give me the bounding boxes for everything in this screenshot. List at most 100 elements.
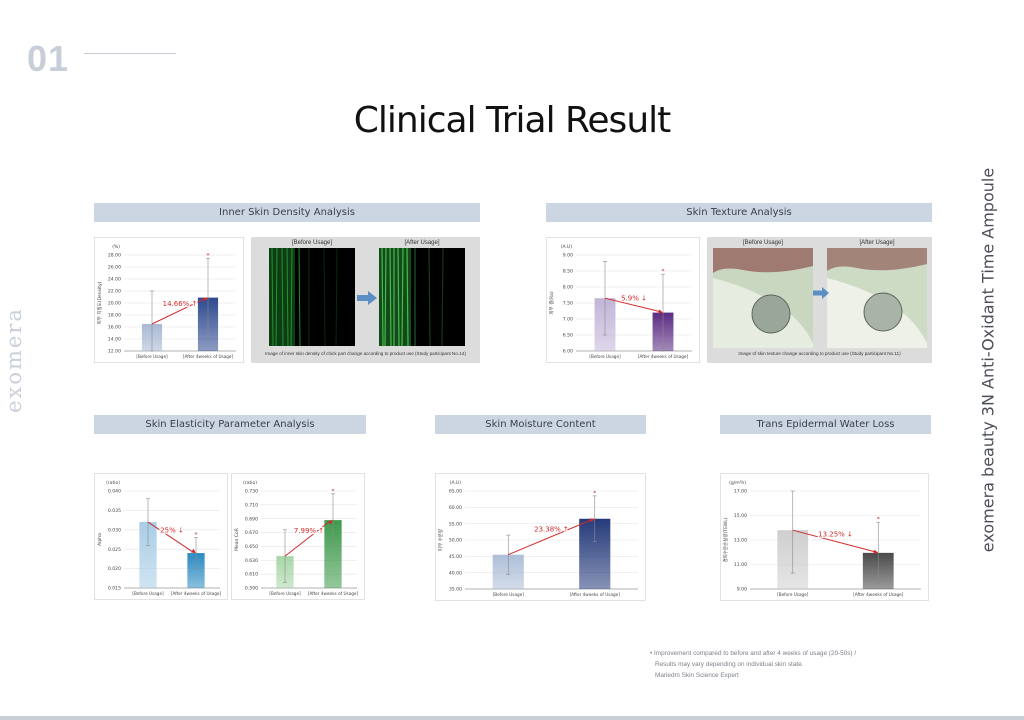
chart-change-label: 7.99% ↑ xyxy=(294,527,324,535)
bottom-rule xyxy=(0,716,1024,720)
chart-y-tick-label: 50.00 xyxy=(449,538,462,544)
chart-y-tick-label: 22.00 xyxy=(108,289,121,295)
chart-x-tick-label: [Before Usage] xyxy=(269,591,301,596)
chart-moisture: (A.U) 피부 수분량 35.00 40.00 45.00 50.00 55.00 60.0… xyxy=(435,473,646,601)
chart-change-line xyxy=(151,298,206,325)
chart-y-tick-label: 0.730 xyxy=(245,489,258,495)
footnote-line-3: Mariedm Skin Science Expert xyxy=(655,672,739,679)
chart-tewl: (g/m²h) 경피수분손실량(TEWL) 9.00 11.00 13.00 15.00 1… xyxy=(720,473,929,601)
chart-y-axis-label: 피부 결(Ra) xyxy=(548,291,555,314)
chart-y-tick-label: 0.690 xyxy=(245,516,258,522)
chart-significance-mark: * xyxy=(195,532,198,539)
chart-y-tick-label: 9.00 xyxy=(563,253,573,259)
chart-significance-mark: * xyxy=(877,516,880,523)
chart-x-tick-label: [After 4weeks of Usage] xyxy=(171,591,222,596)
chart-change-arrowhead xyxy=(328,520,333,525)
chart-change-arrowhead xyxy=(203,297,208,302)
chart-change-label: 25% ↓ xyxy=(160,527,184,535)
chart-y-tick-label: 8.50 xyxy=(563,269,573,275)
chart-x-tick-label: [After 4weeks of Usage] xyxy=(853,592,904,597)
chart-y-axis-label: Mean CoR xyxy=(234,528,240,551)
chart-y-tick-label: 0.670 xyxy=(245,530,258,536)
density-after-label: [After Usage] xyxy=(404,240,440,246)
chart-y-tick-label: 18.00 xyxy=(108,313,121,319)
chart-y-axis-label: Alpha xyxy=(97,533,103,546)
chart-y-tick-label: 0.610 xyxy=(245,572,258,578)
chart-y-tick-label: 65.00 xyxy=(449,489,462,495)
density-before-label: [Before Usage] xyxy=(291,240,333,246)
texture-before-label: [Before Usage] xyxy=(742,240,784,246)
chart-change-arrowhead xyxy=(589,518,595,523)
chart-unit-label: (ratio) xyxy=(243,480,257,486)
chart-significance-mark: * xyxy=(662,268,665,275)
density-after-texture xyxy=(379,248,444,346)
chart-unit-label: (ratio) xyxy=(106,480,120,486)
density-image-panel: [Before Usage] [After Usage] Image of i xyxy=(251,237,480,363)
chart-y-tick-label: 28.00 xyxy=(108,253,121,259)
chart-frame xyxy=(94,237,244,363)
chart-significance-mark: * xyxy=(207,253,210,260)
chart-unit-label: (A.U) xyxy=(561,244,572,250)
chart-y-tick-label: 0.035 xyxy=(108,508,121,514)
chart-y-tick-label: 0.630 xyxy=(245,558,258,564)
page-number-rule xyxy=(84,53,176,54)
chart-frame xyxy=(231,473,365,600)
chart-y-tick-label: 0.030 xyxy=(108,527,121,533)
chart-change-line xyxy=(284,520,331,557)
chart-significance-mark: * xyxy=(332,488,335,495)
section-header-moisture: Skin Moisture Content xyxy=(435,415,646,434)
chart-x-tick-label: [Before Usage] xyxy=(493,592,525,597)
density-before-texture xyxy=(269,248,338,346)
chart-change-line xyxy=(792,529,876,553)
footnote: • Improvement compared to before and aft… xyxy=(650,648,856,681)
chart-y-axis-label: 경피수분손실량(TEWL) xyxy=(722,517,729,562)
chart-unit-label: (%) xyxy=(112,244,120,250)
chart-x-tick-label: [Before Usage] xyxy=(136,354,168,359)
section-header-elasticity: Skin Elasticity Parameter Analysis xyxy=(94,415,366,434)
chart-unit-label: (g/m²h) xyxy=(729,480,746,486)
chart-bar xyxy=(187,553,205,588)
chart-change-label: 13.25% ↓ xyxy=(818,531,853,539)
chart-significance-mark: * xyxy=(593,490,596,497)
chart-y-tick-label: 20.00 xyxy=(108,301,121,307)
section-header-tewl: Trans Epidermal Water Loss xyxy=(720,415,931,434)
chart-y-tick-label: 8.00 xyxy=(563,285,573,291)
chart-y-tick-label: 35.00 xyxy=(449,587,462,593)
chart-y-axis-label: 피부 치밀도(Density) xyxy=(96,281,103,324)
product-name-vertical: exomera beauty 3N Anti-Oxidant Time Ampo… xyxy=(978,167,998,553)
chart-change-line xyxy=(147,521,194,553)
chart-change-line xyxy=(508,519,592,556)
chart-y-tick-label: 0.710 xyxy=(245,502,258,508)
density-image-caption: Image of inner skin density of chick par… xyxy=(265,351,466,356)
chart-x-tick-label: [After 4weeks of Usage] xyxy=(638,354,689,359)
chart-x-tick-label: [After 4weeks of Usage] xyxy=(570,592,621,597)
density-before-scan xyxy=(269,248,355,346)
chart-y-tick-label: 0.590 xyxy=(245,586,258,592)
chart-y-tick-label: 55.00 xyxy=(449,521,462,527)
chart-y-tick-label: 0.025 xyxy=(108,547,121,553)
chart-y-tick-label: 40.00 xyxy=(449,570,462,576)
chart-unit-label: (A.U) xyxy=(450,480,461,486)
chart-density: (%) 피부 치밀도(Density) 12.00 14.00 16.00 18.00 20… xyxy=(94,237,244,363)
texture-image-caption: Image of skin texture change according t… xyxy=(738,351,901,356)
chart-y-tick-label: 0.020 xyxy=(108,566,121,572)
arrow-right-icon xyxy=(357,291,377,305)
chart-frame xyxy=(546,237,700,363)
footnote-line-1: • Improvement compared to before and aft… xyxy=(650,650,857,657)
chart-y-tick-label: 7.50 xyxy=(563,301,573,307)
brand-logo-vertical: exomera xyxy=(2,307,26,413)
chart-y-tick-label: 17.00 xyxy=(734,489,747,495)
chart-y-tick-label: 9.00 xyxy=(737,587,747,593)
texture-before-photo xyxy=(713,248,813,348)
chart-elasticity-alpha: (ratio) Alpha 0.015 0.020 0.025 0.030 0.035 0.0… xyxy=(94,473,228,600)
footnote-line-2: Results may vary depending on individual… xyxy=(655,661,804,668)
chart-change-label: 14.66% ↑ xyxy=(163,300,198,308)
chart-elasticity-mean-cor: (ratio) Mean CoR 0.590 0.610 0.630 0.650 0.670… xyxy=(231,473,365,600)
chart-y-axis-label: 피부 수분량 xyxy=(437,529,444,551)
chart-bar xyxy=(324,520,342,588)
texture-after-label: [After Usage] xyxy=(859,240,895,246)
chart-y-tick-label: 45.00 xyxy=(449,554,462,560)
chart-y-tick-label: 24.00 xyxy=(108,277,121,283)
chart-y-tick-label: 7.00 xyxy=(563,317,573,323)
chart-y-tick-label: 16.00 xyxy=(108,325,121,331)
